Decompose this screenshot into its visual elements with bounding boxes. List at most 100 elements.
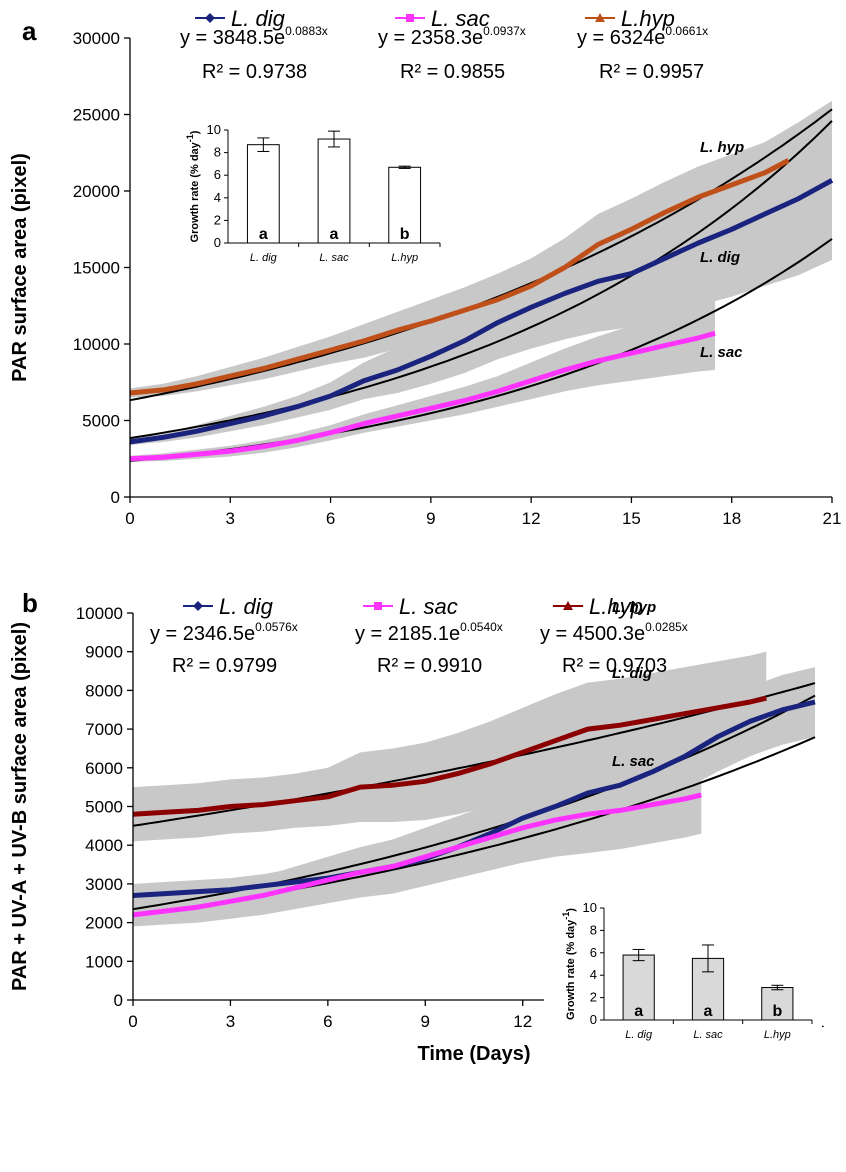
fit-equation: y = 2346.5e0.0576x <box>150 620 298 645</box>
fit-r-squared: R² = 0.9799 <box>172 655 277 677</box>
inset-y-tick-label: 10 <box>583 900 597 915</box>
y-tick-label: 5000 <box>82 412 120 431</box>
fit-r-squared: R² = 0.9855 <box>400 61 505 83</box>
inset-background <box>544 888 822 1060</box>
inset-category-label: L.hyp <box>391 252 418 264</box>
y-tick-label: 0 <box>114 991 123 1010</box>
inset-y-tick-label: 8 <box>214 145 221 160</box>
inset-y-tick-label: 0 <box>590 1012 597 1027</box>
inset-y-tick-label: 6 <box>590 945 597 960</box>
y-tick-label: 15000 <box>73 259 120 278</box>
y-tick-label: 2000 <box>85 914 123 933</box>
legend-label: L. sac <box>399 594 458 619</box>
inset-category-label: L. dig <box>625 1029 653 1041</box>
inset-bar-chart: 0 2 4 6 8 10 a L. dig a L. sac b L.hyp Growth rate (… <box>168 110 450 283</box>
legend-label: L. dig <box>231 6 286 31</box>
inset-category-label: L.hyp <box>764 1029 791 1041</box>
series-line-0 <box>129 178 834 445</box>
y-tick-label: 1000 <box>85 952 123 971</box>
legend-marker-triangle <box>595 13 605 22</box>
curve-label: L. hyp <box>700 139 744 156</box>
inset-category-label: L. sac <box>693 1029 723 1041</box>
panel-letter: b <box>22 588 38 618</box>
x-tick-label: 15 <box>622 509 641 528</box>
x-tick-label: 3 <box>226 509 235 528</box>
inset-significance-letter: a <box>704 1003 713 1020</box>
legend-marker-triangle <box>563 601 573 610</box>
fit-equation: y = 6324e0.0661x <box>577 24 708 49</box>
inset-y-axis-label: Growth rate (% day-1) <box>561 908 577 1020</box>
curve-label: L. sac <box>700 344 743 361</box>
inset-bar <box>246 144 280 244</box>
fit-equation: y = 4500.3e0.0285x <box>540 620 688 645</box>
inset-bar-chart: 0 2 4 6 8 10 a L. dig a L. sac b L.hyp Growth rate (… <box>544 888 822 1060</box>
inset-y-tick-label: 8 <box>590 922 597 937</box>
series-line-1 <box>132 792 702 918</box>
legend-marker-diamond <box>193 601 203 611</box>
y-tick-label: 7000 <box>85 720 123 739</box>
fit-r-squared: R² = 0.9957 <box>599 61 704 83</box>
inset-y-tick-label: 4 <box>214 190 221 205</box>
fit-r-squared: R² = 0.9738 <box>202 61 307 83</box>
inset-y-tick-label: 0 <box>214 235 221 250</box>
x-tick-label: 6 <box>326 509 335 528</box>
x-tick-label: 21 <box>823 509 842 528</box>
x-tick-label: 12 <box>513 1012 532 1031</box>
x-tick-label: 9 <box>421 1012 430 1031</box>
y-tick-label: 4000 <box>85 836 123 855</box>
x-tick-label: 6 <box>323 1012 332 1031</box>
y-tick-label: 6000 <box>85 759 123 778</box>
curve-label: L. hyp <box>612 599 656 616</box>
y-tick-label: 5000 <box>85 798 123 817</box>
inset-category-label: L. dig <box>250 252 278 264</box>
y-tick-label: 25000 <box>73 106 120 125</box>
inset-y-tick-label: 4 <box>590 967 597 982</box>
inset-y-axis-label: Growth rate (% day-1) <box>185 130 201 242</box>
legend-marker-square <box>406 14 414 22</box>
legend-label: L.hyp <box>621 6 675 31</box>
curve-label: L. sac <box>612 753 655 770</box>
sd-band-2 <box>133 651 767 842</box>
y-tick-label: 10000 <box>73 335 120 354</box>
y-tick-label: 3000 <box>85 875 123 894</box>
inset-significance-letter: b <box>772 1003 782 1020</box>
legend-label: L.hyp <box>589 594 643 619</box>
fit-equation: y = 2185.1e0.0540x <box>355 620 503 645</box>
series-line-2 <box>132 695 767 817</box>
x-tick-label: 0 <box>128 1012 137 1031</box>
inset-category-label: L. sac <box>319 252 349 264</box>
y-tick-label: 30000 <box>73 29 120 48</box>
legend-marker-diamond <box>205 13 215 23</box>
x-tick-label: 3 <box>226 1012 235 1031</box>
inset-y-tick-label: 2 <box>590 990 597 1005</box>
x-axis-label: Time (Days) <box>417 1043 530 1065</box>
series-line-1 <box>129 330 716 462</box>
fit-r-squared: R² = 0.9910 <box>377 655 482 677</box>
legend-marker-square <box>374 602 382 610</box>
y-tick-label: 0 <box>111 488 120 507</box>
inset-y-tick-label: 6 <box>214 167 221 182</box>
legend-label: L. sac <box>431 6 490 31</box>
panel-letter: a <box>22 16 37 46</box>
fit-r-squared: R² = 0.9703 <box>562 655 667 677</box>
inset-significance-letter: b <box>400 226 410 243</box>
inset-bar <box>622 954 655 1021</box>
y-tick-label: 10000 <box>76 604 123 623</box>
y-axis-label: PAR + UV-A + UV-B surface area (pixel) <box>9 622 31 991</box>
x-tick-label: 12 <box>522 509 541 528</box>
x-tick-label: 9 <box>426 509 435 528</box>
legend-label: L. dig <box>219 594 274 619</box>
y-tick-label: 20000 <box>73 182 120 201</box>
fit-equation: y = 3848.5e0.0883x <box>180 24 328 49</box>
inset-significance-letter: a <box>259 226 268 243</box>
fit-equation: y = 2358.3e0.0937x <box>378 24 526 49</box>
inset-significance-letter: a <box>634 1003 643 1020</box>
inset-bar <box>388 166 422 244</box>
x-tick-label: 0 <box>125 509 134 528</box>
curve-label: L. dig <box>700 249 740 266</box>
sd-band-1 <box>130 296 715 462</box>
y-tick-label: 8000 <box>85 681 123 700</box>
chart-panel-b: b010002000300040005000600070008000900010… <box>9 588 824 1065</box>
inset-significance-letter: a <box>330 226 339 243</box>
